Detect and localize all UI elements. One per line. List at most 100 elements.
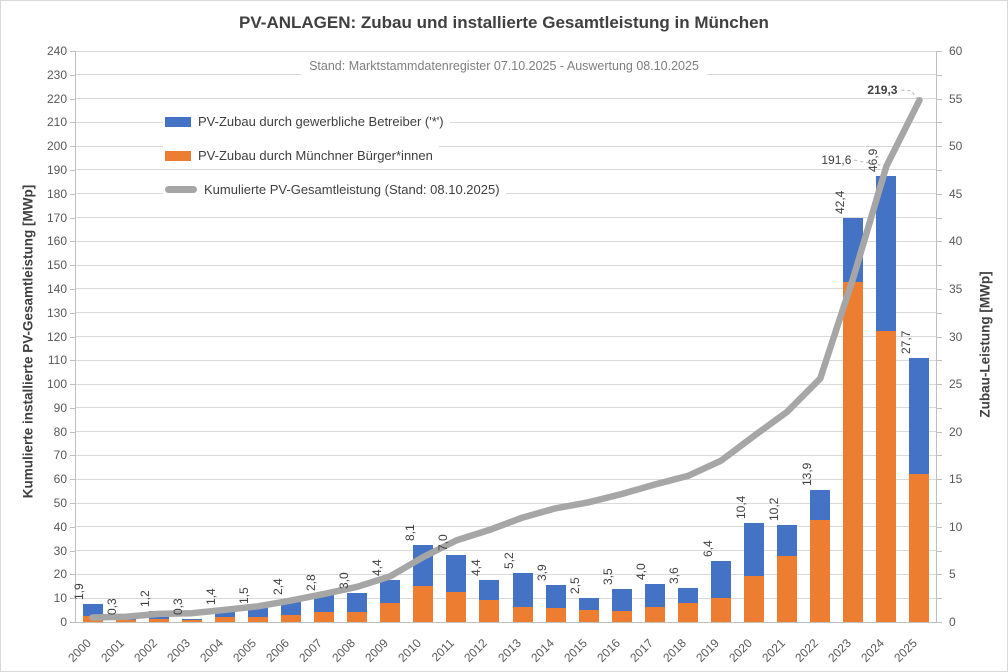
right-axis-line [936, 51, 937, 623]
bar-segment-gewerblich [777, 524, 798, 557]
gridline [76, 98, 936, 100]
left-tick-label: 170 [46, 210, 67, 225]
legend-label: PV-Zubau durch Münchner Bürger*innen [198, 148, 433, 163]
bar-total-label: 0,3 [105, 598, 120, 616]
bar-segment-buerger [479, 600, 500, 622]
bar-segment-buerger [744, 576, 765, 622]
left-tick-label: 90 [53, 400, 67, 415]
left-tick-mark [70, 598, 75, 600]
right-tick-mark [937, 574, 942, 576]
cumulative-callout-label: 191,6 [819, 153, 854, 168]
left-axis-line [75, 51, 76, 623]
left-tick-mark [70, 503, 75, 505]
left-tick-mark [70, 146, 75, 148]
bar-total-label: 4,4 [468, 559, 483, 577]
bar-total-label: 1,9 [72, 583, 87, 600]
right-tick-label: 5 [949, 567, 956, 582]
left-tick-label: 30 [53, 543, 67, 558]
bar-total-label: 10,2 [766, 497, 781, 521]
bar-segment-gewerblich [347, 593, 368, 612]
right-tick-label: 30 [949, 329, 963, 344]
bar-total-label: 3,9 [535, 564, 550, 581]
chart-title: PV-ANLAGEN: Zubau und installierte Gesam… [239, 13, 769, 32]
bar-total-label: 1,2 [138, 589, 153, 607]
left-tick-label: 20 [53, 567, 67, 582]
bar-total-label: 27,7 [898, 331, 913, 355]
legend: PV-Zubau durch gewerbliche Betreiber ('*… [163, 111, 506, 213]
gridline [76, 431, 936, 433]
cumulative-callout-label: 219,3 [865, 83, 900, 98]
bar-segment-gewerblich [281, 599, 301, 616]
bar-total-label: 7,0 [435, 534, 450, 552]
bar-segment-gewerblich [82, 603, 103, 617]
left-tick-label: 0 [60, 615, 67, 629]
bar-segment-buerger [777, 556, 798, 622]
bar-segment-buerger [810, 520, 831, 622]
gridline [76, 407, 936, 409]
bar-segment-buerger [380, 602, 401, 622]
left-tick-label: 150 [46, 258, 67, 273]
left-tick-mark [70, 431, 75, 433]
right-tick-label: 45 [949, 186, 963, 201]
gridline [76, 50, 936, 52]
bar-segment-buerger [247, 617, 268, 622]
left-tick-label: 190 [46, 162, 67, 177]
bar-segment-gewerblich [479, 580, 500, 601]
legend-label: Kumulierte PV-Gesamtleistung (Stand: 08.… [204, 182, 500, 197]
bar-segment-gewerblich [677, 587, 698, 603]
bar-total-label: 42,4 [832, 191, 847, 215]
bar-segment-buerger [413, 585, 434, 622]
right-tick-label: 20 [949, 424, 963, 439]
bar-segment-gewerblich [545, 584, 566, 608]
bar-segment-gewerblich [909, 358, 930, 474]
right-tick-mark [937, 526, 942, 528]
gridline [76, 550, 936, 552]
left-tick-mark [70, 98, 75, 100]
right-tick-label: 25 [949, 377, 963, 392]
bar-segment-buerger [909, 473, 930, 622]
gridline [76, 526, 936, 528]
right-tick-mark [937, 312, 942, 314]
bar-segment-gewerblich [810, 489, 831, 521]
bar-total-label: 8,1 [402, 524, 417, 541]
bar-segment-gewerblich [644, 583, 665, 607]
gridline [76, 454, 936, 456]
bar-segment-buerger [115, 620, 136, 622]
bar-total-label: 5,2 [502, 551, 517, 569]
bar-segment-buerger [181, 620, 202, 622]
right-tick-mark [937, 169, 942, 171]
bar-total-label: 46,9 [865, 148, 880, 172]
gridline [76, 383, 936, 385]
bar-segment-gewerblich [148, 610, 169, 620]
gridline [76, 502, 936, 504]
callout-leader-line [901, 89, 917, 99]
left-tick-mark [70, 336, 75, 338]
left-tick-label: 120 [46, 329, 67, 344]
left-tick-mark [70, 574, 75, 576]
left-tick-label: 50 [53, 496, 67, 511]
bar-segment-buerger [843, 282, 864, 622]
bar-total-label: 3,6 [667, 567, 682, 584]
bar-segment-buerger [82, 616, 103, 622]
legend-item-kumuliert: Kumulierte PV-Gesamtleistung (Stand: 08.… [163, 179, 506, 200]
bar-segment-gewerblich [115, 619, 136, 621]
bar-segment-buerger [446, 591, 467, 622]
bar-segment-buerger [347, 611, 368, 622]
gridline [76, 240, 936, 242]
right-tick-mark [937, 384, 942, 386]
left-tick-mark [70, 193, 75, 195]
left-tick-label: 240 [46, 44, 67, 58]
bar-total-label: 13,9 [799, 462, 814, 486]
bar-segment-buerger [314, 612, 335, 622]
bar-segment-gewerblich [611, 588, 632, 611]
right-tick-mark [937, 598, 942, 600]
bar-segment-gewerblich [711, 561, 731, 599]
bar-total-label: 4,0 [634, 563, 649, 580]
bar-total-label: 1,5 [237, 587, 252, 604]
bar-total-label: 2,4 [270, 578, 285, 596]
right-tick-mark [937, 241, 942, 243]
bar-total-label: 6,4 [700, 540, 715, 558]
bar-segment-buerger [545, 607, 566, 622]
right-tick-mark [937, 74, 942, 76]
